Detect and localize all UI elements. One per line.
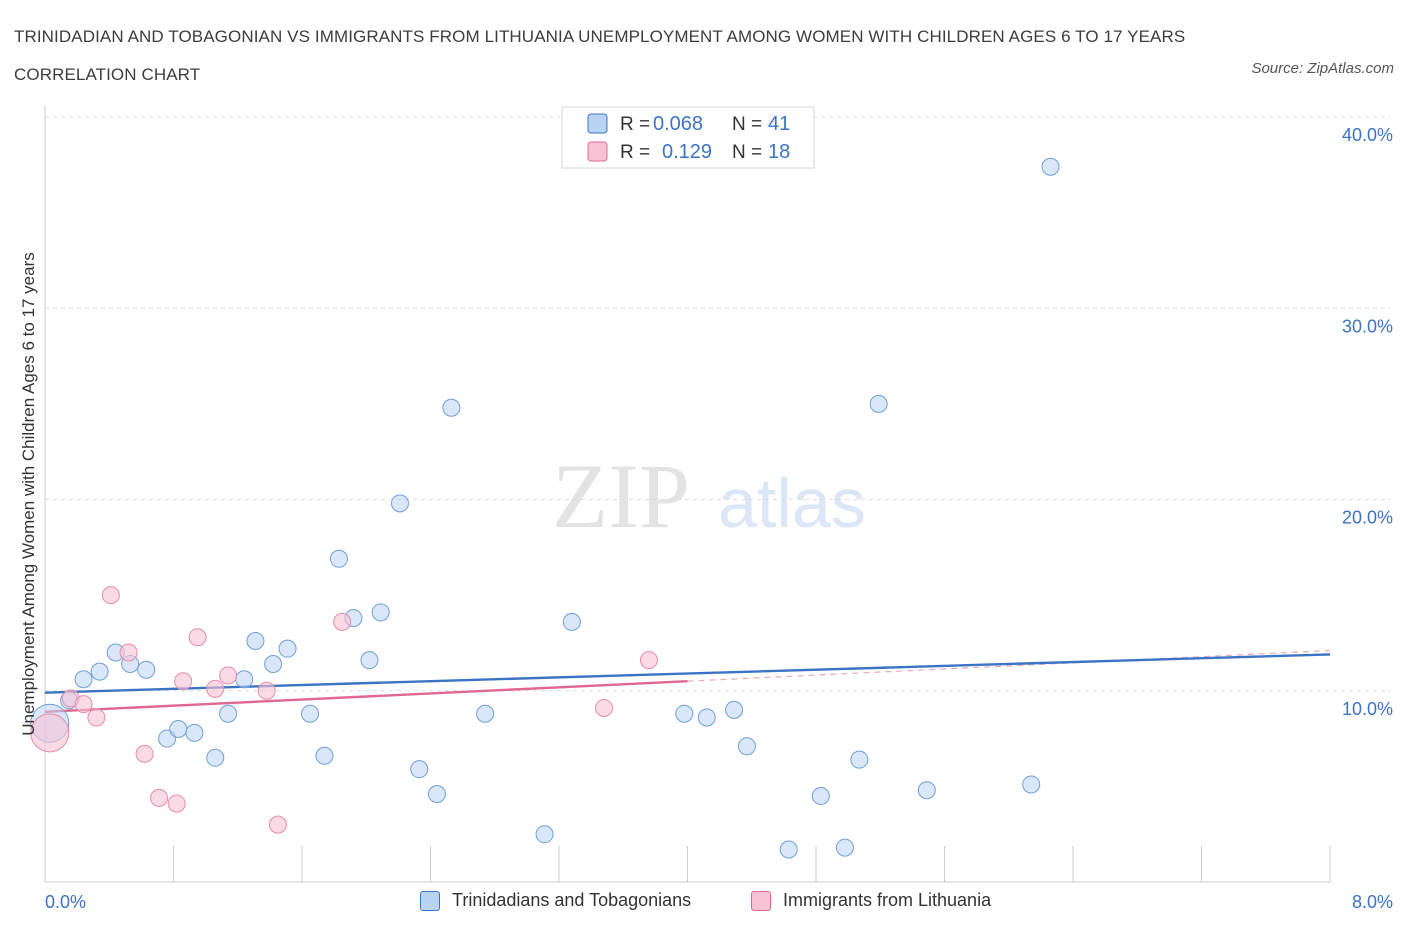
point-lithuania-13 — [257, 681, 276, 700]
point-trinidadians-15 — [278, 639, 297, 658]
point-trinidadians-38 — [917, 781, 936, 800]
legend-r-value-pink: 0.129 — [662, 141, 712, 163]
point-lithuania-8 — [167, 794, 186, 813]
trend-line-lithuania-dashed — [687, 649, 1331, 682]
chart-title: TRINIDADIAN AND TOBAGONIAN VS IMMIGRANTS… — [14, 27, 1186, 84]
point-trinidadians-22 — [390, 494, 409, 513]
watermark-zip: ZIP — [552, 445, 690, 547]
point-trinidadians-33 — [779, 840, 798, 859]
point-trinidadians-17 — [315, 746, 334, 765]
point-trinidadians-30 — [697, 708, 716, 727]
point-trinidadians-8 — [169, 720, 188, 738]
point-trinidadians-37 — [869, 394, 888, 413]
legend-n-label-pink: N = — [732, 142, 762, 163]
point-lithuania-10 — [188, 628, 207, 647]
x-tick-labels: 0.0% 8.0% — [45, 892, 1393, 912]
axes — [44, 105, 1331, 883]
legend-item-lithuania[interactable]: Immigrants from Lithuania — [751, 890, 991, 911]
point-trinidadians-24 — [427, 785, 446, 804]
legend-r-value-blue: 0.068 — [653, 113, 703, 135]
point-lithuania-17 — [639, 651, 658, 670]
legend-top: R = 0.068 N = 41 R = 0.129 N = 18 — [561, 106, 815, 169]
point-lithuania-4 — [101, 586, 120, 605]
point-trinidadians-10 — [206, 748, 225, 767]
point-lithuania-5 — [119, 643, 138, 662]
legend-label-lithuania: Immigrants from Lithuania — [783, 890, 992, 910]
legend-item-trinidadians[interactable]: Trinidadians and Tobagonians — [420, 890, 691, 911]
point-trinidadians-34 — [811, 786, 830, 805]
point-trinidadians-36 — [850, 750, 869, 769]
data-points — [30, 157, 1060, 859]
y-tick-labels: 10.0% 20.0% 30.0% 40.0% — [1342, 125, 1393, 719]
point-trinidadians-29 — [675, 704, 694, 723]
y-tick-label-0: 10.0% — [1342, 699, 1393, 719]
point-lithuania-2 — [74, 695, 93, 714]
point-trinidadians-26 — [476, 704, 495, 723]
source-label: Source: ZipAtlas.com — [1251, 60, 1394, 77]
point-trinidadians-3 — [90, 662, 109, 681]
point-trinidadians-35 — [835, 838, 854, 857]
point-trinidadians-16 — [301, 704, 320, 723]
point-trinidadians-9 — [185, 723, 204, 742]
y-tick-label-3: 40.0% — [1342, 125, 1393, 145]
point-trinidadians-18 — [329, 549, 348, 568]
legend-swatch-blue — [587, 113, 608, 134]
point-trinidadians-14 — [264, 654, 283, 673]
point-trinidadians-28 — [562, 612, 581, 631]
trend-line-lithuania — [44, 679, 688, 713]
legend-swatch-lithuania — [751, 890, 771, 911]
legend-r-label-blue: R = — [620, 114, 650, 135]
point-lithuania-3 — [87, 708, 106, 727]
legend-r-label-pink: R = — [620, 142, 650, 163]
point-lithuania-16 — [594, 698, 613, 717]
point-trinidadians-32 — [737, 737, 756, 756]
point-trinidadians-23 — [410, 760, 429, 779]
point-lithuania-14 — [268, 815, 287, 834]
point-trinidadians-25 — [442, 398, 461, 417]
point-trinidadians-39 — [1022, 775, 1041, 794]
point-trinidadians-6 — [137, 660, 156, 679]
point-lithuania-9 — [174, 672, 193, 691]
point-trinidadians-40 — [1041, 157, 1060, 176]
point-trinidadians-13 — [246, 632, 265, 651]
point-trinidadians-31 — [725, 700, 744, 719]
y-axis-label: Unemployment Among Women with Children A… — [19, 252, 38, 736]
legend-swatch-pink — [587, 141, 608, 162]
legend-n-value-pink: 18 — [768, 141, 790, 163]
legend-label-trinidadians: Trinidadians and Tobagonians — [452, 890, 692, 910]
x-tick-label-0: 0.0% — [45, 892, 86, 912]
point-lithuania-6 — [135, 744, 154, 763]
watermark: ZIP atlas — [552, 445, 866, 547]
point-trinidadians-11 — [219, 704, 238, 723]
point-trinidadians-27 — [535, 825, 554, 844]
point-lithuania-15 — [333, 612, 352, 631]
point-trinidadians-21 — [371, 603, 390, 622]
watermark-atlas: atlas — [718, 464, 866, 542]
point-lithuania-0 — [30, 713, 70, 753]
legend-n-label-blue: N = — [732, 114, 762, 135]
gridlines — [45, 116, 1390, 692]
point-trinidadians-12 — [235, 670, 254, 689]
x-tick-label-1: 8.0% — [1352, 892, 1393, 912]
y-tick-label-1: 20.0% — [1342, 508, 1393, 528]
point-lithuania-7 — [150, 788, 169, 807]
legend-swatch-trinidadians — [420, 890, 440, 911]
point-trinidadians-2 — [74, 670, 93, 689]
legend-n-value-blue: 41 — [768, 113, 790, 135]
point-lithuania-11 — [206, 679, 225, 698]
point-trinidadians-20 — [360, 651, 379, 670]
y-tick-label-2: 30.0% — [1342, 316, 1393, 336]
legend-bottom: Trinidadians and Tobagonians Immigrants … — [0, 886, 1406, 918]
point-lithuania-12 — [219, 666, 238, 685]
